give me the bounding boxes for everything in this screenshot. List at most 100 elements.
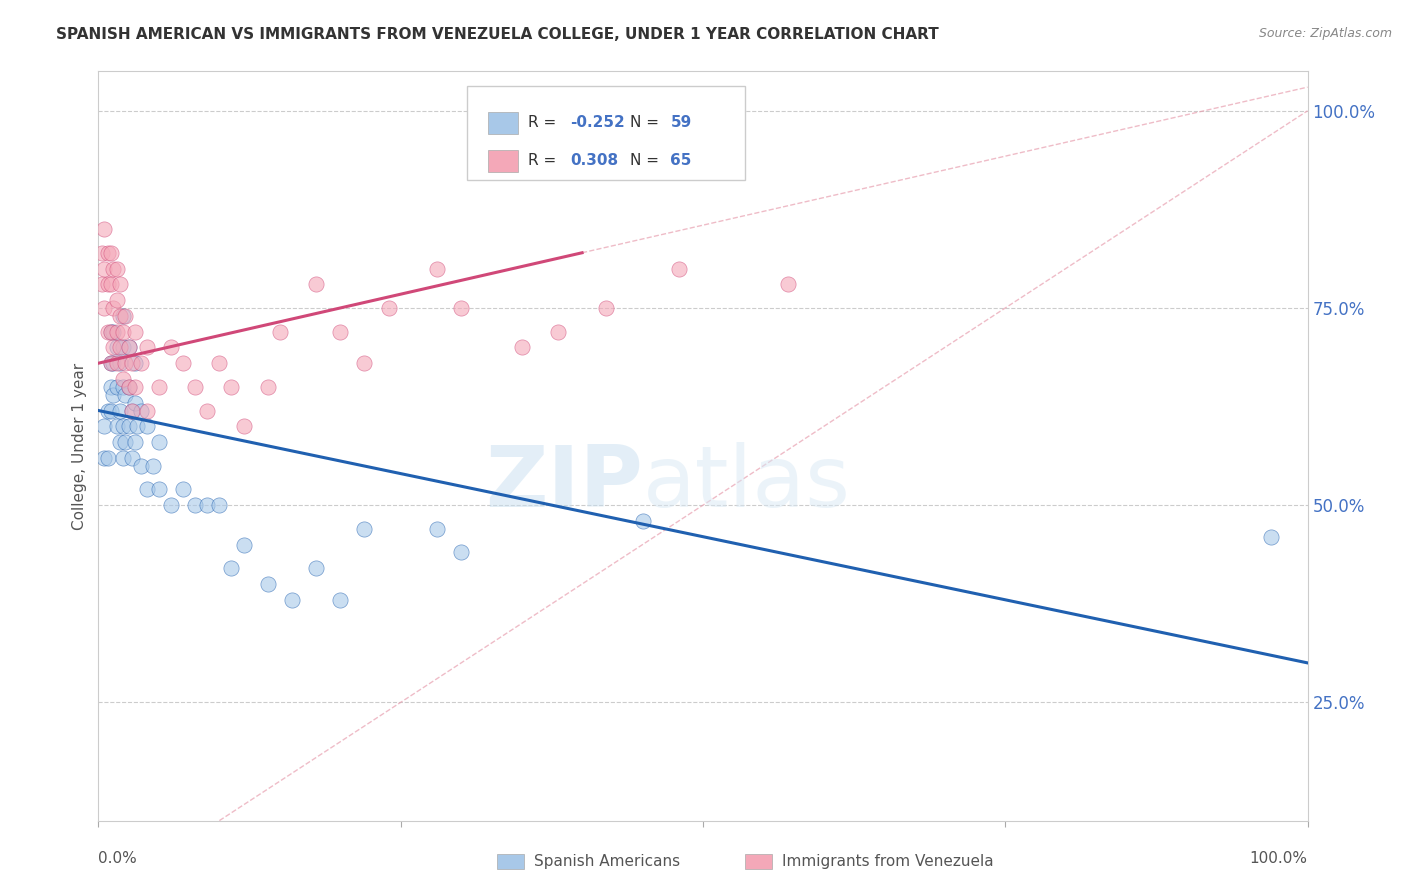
Point (105, 261, 128, 276)
Point (595, 301, 617, 315)
Point (93, 450, 115, 465)
Point (305, 561, 328, 575)
Point (142, 458, 165, 473)
Point (97, 245, 120, 260)
Point (208, 498, 231, 512)
Point (256, 380, 278, 394)
Point (100, 325, 122, 339)
Text: -0.252: -0.252 (569, 115, 624, 130)
Point (631, 514, 654, 528)
Point (124, 356, 146, 370)
Text: 59: 59 (671, 115, 692, 130)
Point (108, 309, 131, 323)
Point (232, 419, 254, 434)
Point (93, 419, 115, 434)
Point (329, 592, 352, 607)
Point (172, 356, 194, 370)
Point (111, 309, 134, 323)
Point (450, 545, 472, 559)
Point (97, 450, 120, 465)
Point (101, 301, 124, 315)
Text: Immigrants from Venezuela: Immigrants from Venezuela (782, 855, 993, 870)
Text: ZIP: ZIP (485, 442, 643, 525)
Point (105, 325, 128, 339)
Point (114, 388, 136, 402)
Point (100, 380, 122, 394)
Point (101, 356, 124, 370)
Point (124, 380, 146, 394)
Point (135, 419, 157, 434)
Point (281, 592, 304, 607)
Point (195, 403, 218, 417)
Point (93, 261, 115, 276)
Point (111, 450, 134, 465)
Point (426, 261, 449, 276)
Point (221, 380, 243, 394)
Point (108, 277, 131, 292)
Point (377, 301, 399, 315)
Point (101, 340, 124, 354)
Point (450, 301, 472, 315)
Text: Spanish Americans: Spanish Americans (534, 855, 681, 870)
Point (121, 403, 143, 417)
Point (105, 419, 128, 434)
Text: N =: N = (630, 115, 664, 130)
Point (329, 325, 352, 339)
Point (101, 261, 124, 276)
Text: Source: ZipAtlas.com: Source: ZipAtlas.com (1258, 27, 1392, 40)
Point (97, 403, 120, 417)
Point (100, 356, 122, 370)
Point (118, 380, 141, 394)
Point (776, 277, 799, 292)
Point (121, 356, 143, 370)
Point (118, 340, 141, 354)
Point (118, 419, 141, 434)
Point (105, 356, 128, 370)
Point (148, 435, 170, 450)
Point (93, 222, 115, 236)
Point (135, 483, 157, 497)
Point (184, 498, 207, 512)
Point (121, 403, 143, 417)
Point (353, 522, 375, 536)
Y-axis label: College, Under 1 year: College, Under 1 year (72, 362, 87, 530)
Point (97, 325, 120, 339)
Text: 100.0%: 100.0% (1250, 851, 1308, 865)
Text: 65: 65 (671, 153, 692, 169)
Point (108, 356, 131, 370)
Point (124, 325, 146, 339)
Point (100, 403, 122, 417)
Point (105, 380, 128, 394)
Point (111, 372, 134, 386)
Point (353, 356, 375, 370)
Point (121, 450, 143, 465)
Text: 0.308: 0.308 (569, 153, 619, 169)
Point (129, 403, 152, 417)
Point (129, 458, 152, 473)
Text: N =: N = (630, 153, 664, 169)
Point (135, 403, 157, 417)
FancyBboxPatch shape (467, 87, 745, 180)
Point (100, 356, 122, 370)
Point (97, 277, 120, 292)
Point (91, 277, 114, 292)
Point (114, 309, 136, 323)
Point (135, 340, 157, 354)
Point (232, 538, 254, 552)
Text: R =: R = (527, 153, 561, 169)
Point (100, 245, 122, 260)
Point (305, 277, 328, 292)
Point (1260, 530, 1282, 544)
Text: atlas: atlas (643, 442, 851, 525)
FancyBboxPatch shape (488, 150, 517, 172)
Point (160, 498, 183, 512)
Point (111, 340, 134, 354)
Point (256, 577, 278, 591)
Point (269, 325, 291, 339)
Point (118, 380, 141, 394)
Point (148, 380, 170, 394)
Point (124, 435, 146, 450)
Point (184, 380, 207, 394)
Text: R =: R = (527, 115, 561, 130)
Point (108, 435, 131, 450)
